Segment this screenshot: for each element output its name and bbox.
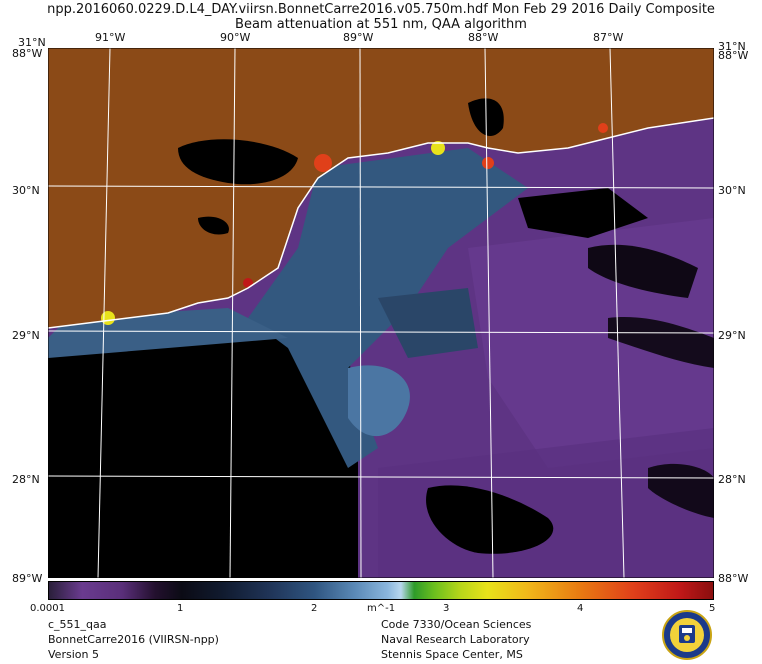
- footer-left: c_551_qaa BonnetCarre2016 (VIIRSN-npp) V…: [48, 617, 219, 662]
- lat-label-left-31n: 31°N: [18, 36, 46, 49]
- corner-label-bottom-right: 88°W: [718, 572, 749, 585]
- lat-label-left-30n: 30°N: [12, 184, 40, 197]
- colorbar-tick-3: 3: [443, 603, 450, 614]
- lon-label-91w: 91°W: [95, 31, 126, 44]
- lat-label-right-31n: 31°N: [718, 40, 746, 53]
- no-data-region-south: [228, 448, 358, 578]
- plume-inner: [378, 288, 478, 358]
- turbid-spot-3: [482, 157, 494, 169]
- land-area: [48, 48, 714, 328]
- colorbar-tick-0: 0.0001: [30, 603, 65, 614]
- no-data-patch-3: [608, 317, 714, 368]
- version-label: Version 5: [48, 648, 99, 661]
- turbid-spot: [314, 154, 332, 172]
- map-title: npp.2016060.0229.D.L4_DAY.viirsn.BonnetC…: [47, 2, 715, 17]
- footer-right: Code 7330/Ocean Sciences Naval Research …: [381, 617, 531, 662]
- coastline: [48, 117, 714, 329]
- colorbar-tick-2: 2: [311, 603, 318, 614]
- lat-label-right-30n: 30°N: [718, 184, 746, 197]
- colorbar-tick-1: 1: [177, 603, 184, 614]
- org-name: Naval Research Laboratory: [381, 633, 530, 646]
- org-code: Code 7330/Ocean Sciences: [381, 618, 532, 631]
- lat-label-left-28n: 28°N: [12, 473, 40, 486]
- satellite-map: [48, 48, 714, 578]
- nrl-seal-icon: [662, 610, 712, 660]
- colorbar: [48, 581, 714, 600]
- lon-label-90w: 90°W: [220, 31, 251, 44]
- org-location: Stennis Space Center, MS: [381, 648, 523, 661]
- corner-label-top-right: 88°W: [718, 49, 749, 62]
- turbid-spot-6: [598, 123, 608, 133]
- lake-pontchartrain: [178, 139, 298, 185]
- plume-core: [348, 365, 410, 437]
- product-name: c_551_qaa: [48, 618, 107, 631]
- colorbar-tick-4: 4: [577, 603, 584, 614]
- colorbar-unit: m^-1: [367, 603, 396, 614]
- lake-small: [198, 216, 229, 235]
- dataset-name: BonnetCarre2016 (VIIRSN-npp): [48, 633, 219, 646]
- no-data-patch-east: [518, 188, 648, 238]
- turbid-spot-2: [431, 141, 445, 155]
- lon-label-89w: 89°W: [343, 31, 374, 44]
- turbid-spot-4: [101, 311, 115, 325]
- lat-label-right-29n: 29°N: [718, 329, 746, 342]
- corner-label-bottom-left: 89°W: [12, 572, 43, 585]
- lon-label-88w: 88°W: [468, 31, 499, 44]
- graticule: [48, 48, 714, 578]
- lat-label-right-28n: 28°N: [718, 473, 746, 486]
- lon-label-87w: 87°W: [593, 31, 624, 44]
- map-subtitle: Beam attenuation at 551 nm, QAA algorith…: [235, 17, 527, 32]
- corner-label-top-left: 88°W: [12, 47, 43, 60]
- colorbar-tick-5: 5: [709, 603, 716, 614]
- lat-label-left-29n: 29°N: [12, 329, 40, 342]
- no-data-patch: [426, 485, 554, 554]
